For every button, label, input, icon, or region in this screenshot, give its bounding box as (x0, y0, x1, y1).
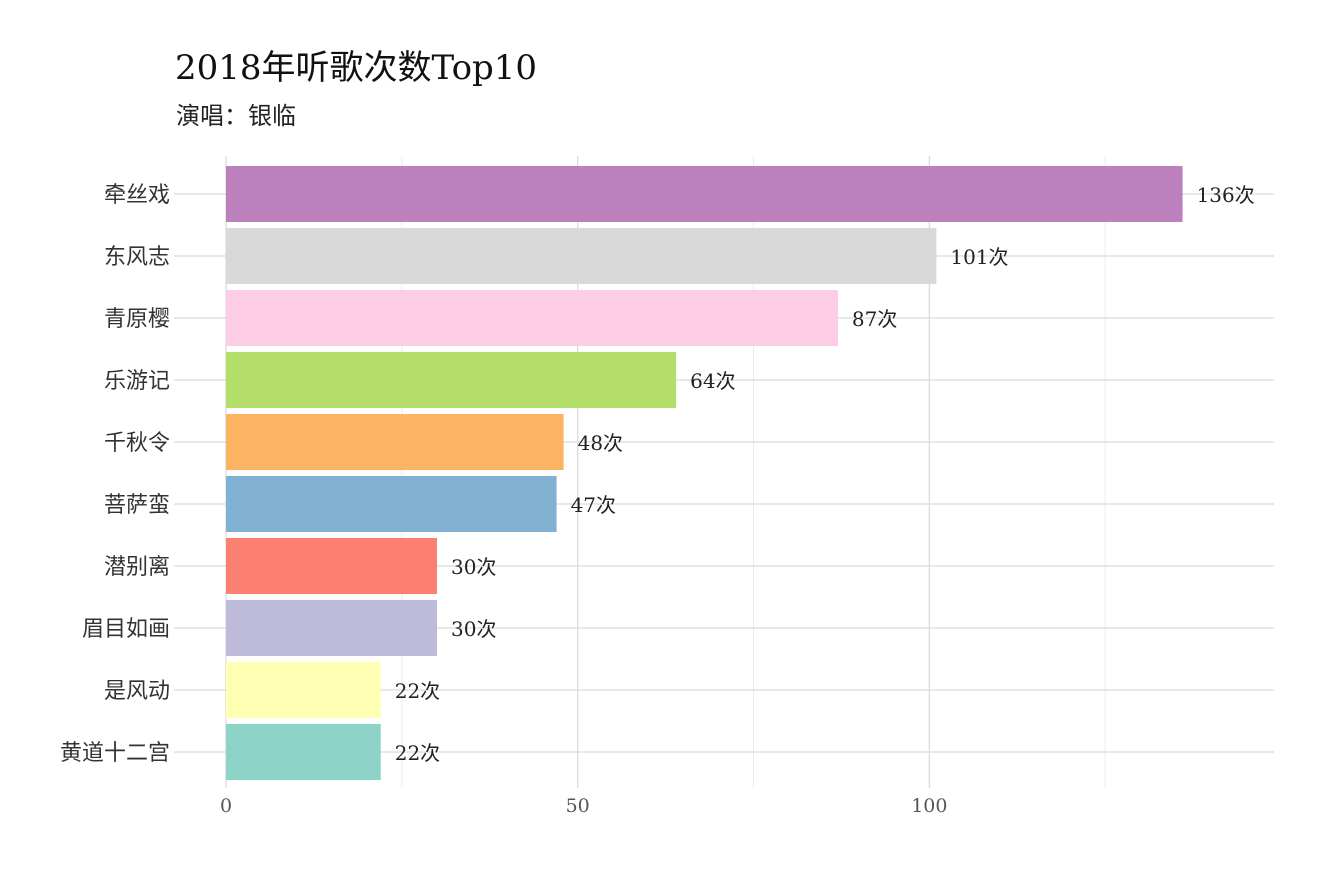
bars (226, 166, 1183, 780)
category-label: 是风动 (104, 679, 170, 704)
data-label: 64次 (690, 369, 735, 393)
x-axis-ticks: 0 50 100 (220, 795, 948, 817)
data-label: 22次 (395, 741, 440, 765)
bar (226, 166, 1183, 222)
category-label: 牵丝戏 (104, 183, 170, 208)
bar (226, 662, 381, 718)
bar (226, 600, 438, 656)
data-label: 47次 (571, 493, 616, 517)
category-label: 青原樱 (104, 307, 170, 332)
x-tick-label: 0 (220, 795, 232, 817)
data-label: 48次 (578, 431, 623, 455)
bar (226, 476, 557, 532)
bar (226, 352, 677, 408)
data-label: 136次 (1197, 183, 1255, 207)
data-label: 87次 (852, 307, 897, 331)
data-label: 30次 (451, 617, 496, 641)
category-label: 黄道十二宫 (60, 741, 170, 766)
data-label: 22次 (395, 679, 440, 703)
category-label: 菩萨蛮 (104, 493, 170, 518)
category-label: 乐游记 (104, 369, 170, 394)
category-label: 眉目如画 (82, 617, 170, 642)
data-label: 30次 (451, 555, 496, 579)
data-label: 101次 (950, 245, 1008, 269)
bar (226, 414, 564, 470)
bar (226, 724, 381, 780)
chart-subtitle: 演唱：银临 (176, 102, 296, 130)
bar (226, 290, 838, 346)
chart-title: 2018年听歌次数Top10 (175, 48, 538, 88)
category-label: 千秋令 (104, 431, 170, 456)
x-tick-label: 50 (566, 795, 590, 817)
bar (226, 538, 438, 594)
category-label: 潜别离 (104, 555, 170, 580)
category-label: 东风志 (104, 245, 170, 270)
bar (226, 228, 937, 284)
data-labels: 136次 101次 87次 64次 48次 47次 30次 30次 22次 22次 (395, 183, 1255, 765)
x-tick-label: 100 (911, 795, 947, 817)
